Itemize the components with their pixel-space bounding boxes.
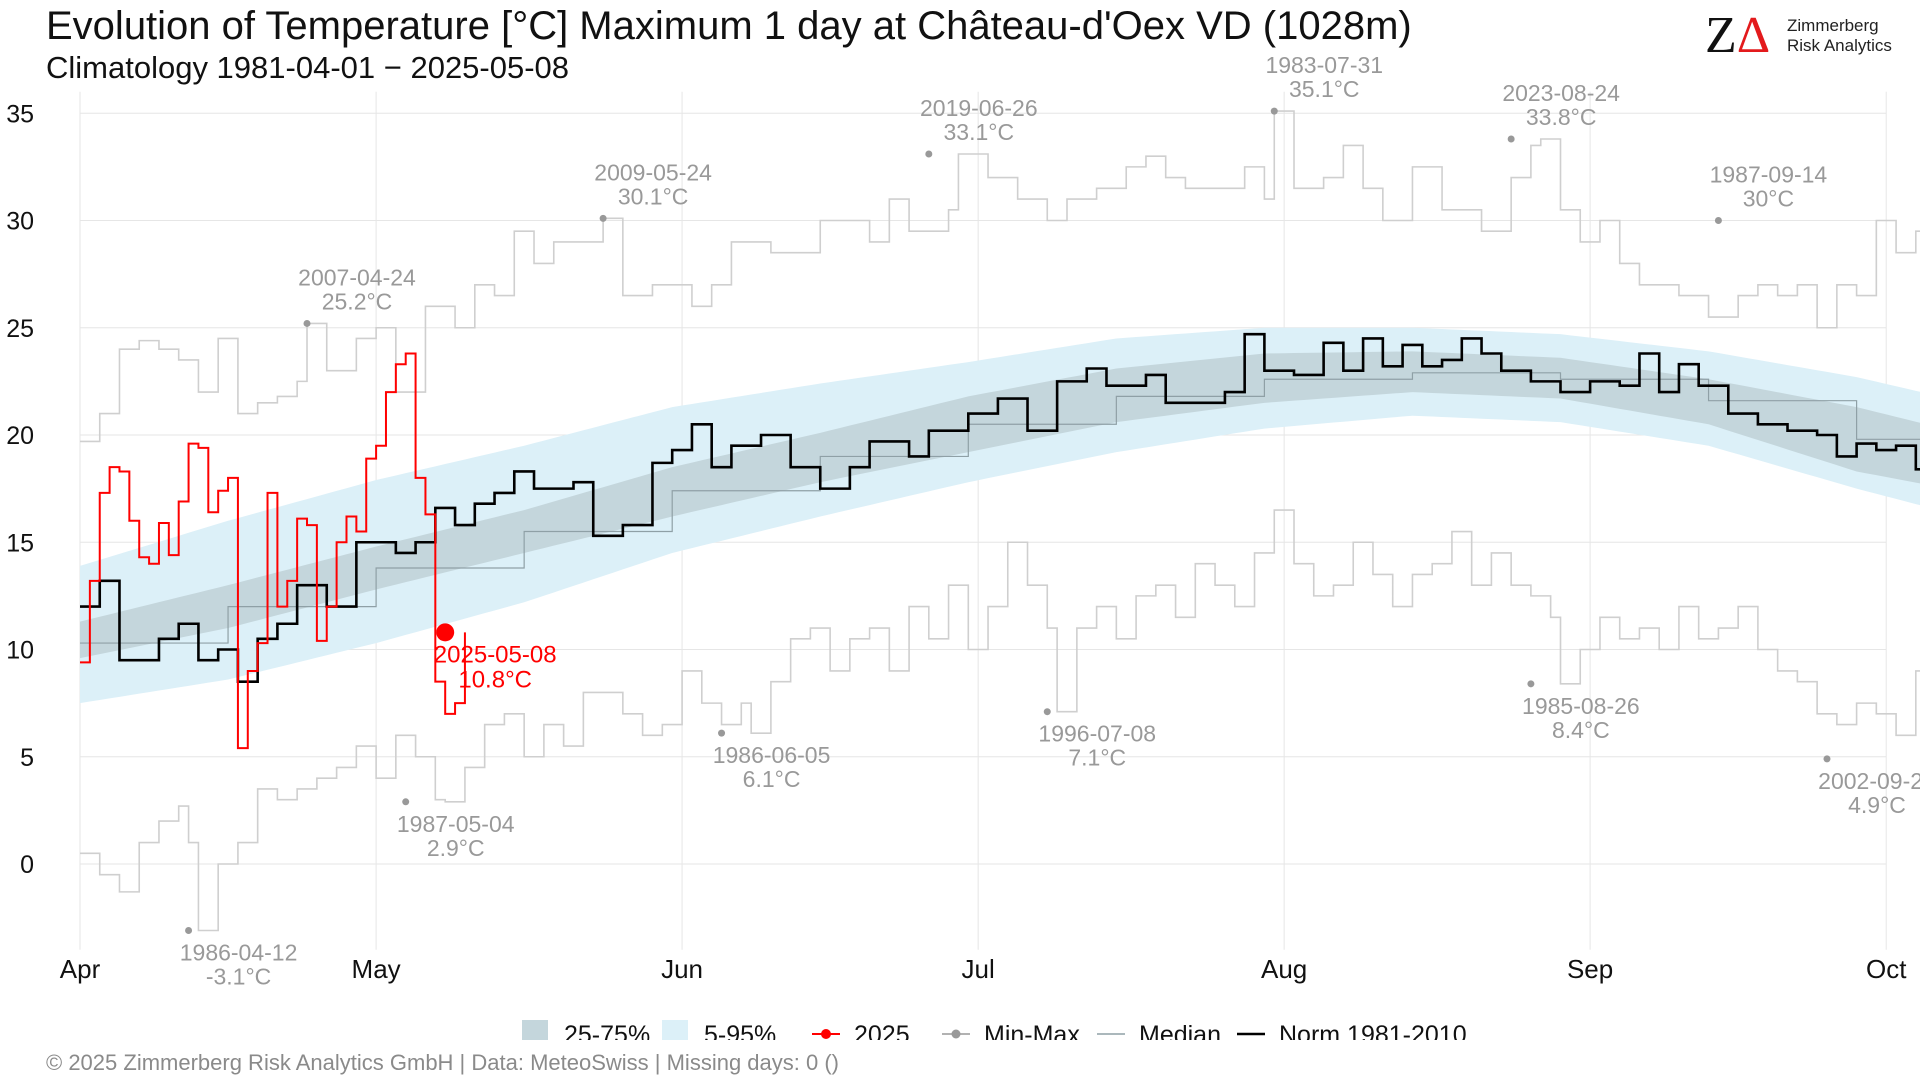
max-record-dot (1507, 135, 1515, 143)
min-record-value: 2.9°C (427, 835, 485, 861)
max-record-dot (303, 319, 311, 327)
max-record-value: 35.1°C (1289, 76, 1360, 102)
logo-line1: Zimmerberg (1787, 16, 1879, 35)
legend-label-year-2025: 2025 (854, 1021, 910, 1040)
legend-label-band-25-75: 25-75% (564, 1021, 650, 1040)
chart-title: Evolution of Temperature [°C] Maximum 1 … (46, 4, 1412, 48)
series-2025-line (80, 352, 466, 750)
min-record-dot (1043, 708, 1051, 716)
logo-z: Z (1705, 7, 1737, 64)
max-record-line (80, 110, 1920, 443)
min-record-value: 6.1°C (743, 766, 801, 792)
max-record-dot (1714, 217, 1722, 224)
max-record-dot (1270, 107, 1278, 115)
max-record-date: 1987-09-14 (1710, 162, 1828, 188)
series-2025-last-date: 2025-05-08 (434, 641, 557, 668)
min-record-line (80, 509, 1920, 932)
chart-subtitle: Climatology 1981-04-01 − 2025-05-08 (46, 50, 570, 85)
min-record-dot (402, 798, 410, 806)
legend-label-band-5-95: 5-95% (704, 1021, 776, 1040)
legend-label-norm: Norm 1981-2010 (1279, 1021, 1467, 1040)
min-record-value: 8.4°C (1552, 717, 1610, 743)
legend-swatch-2025-dot (821, 1029, 831, 1039)
max-record-date: 2019-06-26 (920, 95, 1038, 121)
axes: 0 5 10 15 20 25 30 35 Apr May Jun Jul Aug Sep Oct (6, 100, 1907, 984)
logo-line2: Risk Analytics (1787, 36, 1892, 55)
y-tick-label: 10 (6, 637, 34, 665)
min-record-dot (185, 926, 193, 934)
max-record-value: 33.1°C (944, 119, 1015, 145)
legend-swatch-minmax-dot (951, 1029, 961, 1039)
min-record-value: -3.1°C (206, 963, 271, 989)
norm-line (80, 332, 1920, 683)
min-record-dot (1823, 755, 1831, 763)
max-record-date: 2009-05-24 (594, 159, 712, 185)
min-record-dot (718, 729, 726, 737)
max-record-date: 2023-08-24 (1502, 80, 1620, 106)
company-logo[interactable]: ZΔ Zimmerberg Risk Analytics (1705, 8, 1905, 64)
legend-label-median: Median (1139, 1021, 1221, 1040)
x-tick-label: Aug (1261, 954, 1307, 984)
legend-swatch-25-75 (522, 1020, 548, 1040)
legend: 25-75% 5-95% 2025 Min-Max Median Norm 1981-20… (522, 1020, 1467, 1040)
max-record-date: 1983-07-31 (1265, 52, 1383, 78)
band-25-75 (80, 351, 1920, 659)
footer-copyright: © 2025 Zimmerberg Risk Analytics GmbH | … (46, 1050, 839, 1075)
series-2025-last-point (436, 623, 455, 642)
y-tick-label: 5 (20, 744, 34, 772)
y-tick-label: 30 (6, 208, 34, 236)
min-record-date: 1986-06-05 (713, 742, 831, 768)
legend-swatch-5-95 (662, 1020, 688, 1040)
x-tick-label: May (352, 954, 401, 984)
y-tick-label: 20 (6, 422, 34, 450)
x-tick-label: Sep (1567, 954, 1613, 984)
max-record-dot (599, 214, 607, 222)
min-record-date: 2002-09-25 (1818, 768, 1920, 794)
min-record-dot (1527, 680, 1535, 688)
x-tick-label: Apr (60, 954, 101, 984)
series-2025-last-value: 10.8°C (458, 666, 532, 693)
max-record-value: 25.2°C (322, 288, 393, 314)
legend-label-minmax: Min-Max (984, 1021, 1080, 1040)
max-record-value: 30.1°C (618, 183, 689, 209)
percentile-bands (80, 327, 1920, 704)
logo-mark: ZΔ (1705, 8, 1770, 64)
max-record-date: 2007-04-24 (298, 264, 416, 290)
min-record-value: 7.1°C (1068, 745, 1126, 771)
logo-name: Zimmerberg Risk Analytics (1787, 16, 1892, 56)
x-tick-label: Jun (661, 954, 703, 984)
min-record-date: 1996-07-08 (1038, 721, 1156, 747)
max-record-value: 33.8°C (1526, 104, 1597, 130)
y-tick-label: 35 (6, 100, 34, 128)
x-tick-label: Oct (1866, 954, 1907, 984)
logo-delta: Δ (1736, 7, 1771, 64)
record-lines (80, 110, 1920, 932)
max-record-value: 30°C (1743, 186, 1794, 212)
median-line (80, 372, 1920, 644)
min-record-date: 1987-05-04 (397, 811, 515, 837)
y-tick-label: 25 (6, 315, 34, 343)
y-tick-label: 0 (20, 851, 34, 879)
x-tick-label: Jul (962, 954, 995, 984)
y-tick-label: 15 (6, 529, 34, 557)
min-record-date: 1985-08-26 (1522, 693, 1640, 719)
min-record-value: 4.9°C (1848, 792, 1906, 818)
min-record-date: 1986-04-12 (180, 939, 298, 965)
max-record-dot (925, 150, 933, 158)
